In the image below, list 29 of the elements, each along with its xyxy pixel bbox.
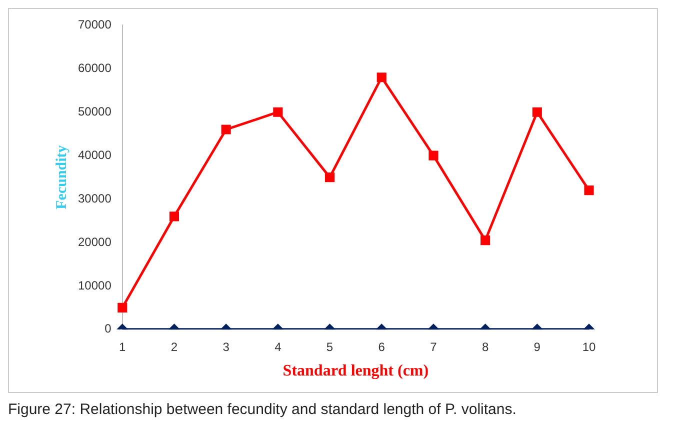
- y-tick-label: 50000: [78, 104, 112, 118]
- y-tick-label: 30000: [78, 191, 112, 206]
- y-tick-label: 10000: [78, 278, 112, 292]
- y-axis-title: Fecundity: [54, 144, 70, 210]
- y-tick-label: 0: [104, 322, 112, 336]
- x-axis-title: Standard lenght (cm): [282, 362, 429, 380]
- y-tick-label: 60000: [78, 60, 112, 75]
- x-tick-label: 4: [274, 340, 282, 354]
- x-tick-label: 5: [326, 340, 334, 354]
- y-tick-label: 70000: [78, 18, 112, 32]
- x-tick-label: 8: [482, 340, 489, 354]
- y-tick-label: 20000: [78, 234, 112, 249]
- point: [324, 172, 335, 182]
- point: [532, 107, 542, 117]
- x-tick-label: 2: [170, 340, 178, 354]
- y-tick-label: 40000: [78, 148, 112, 162]
- point: [428, 150, 438, 160]
- x-tick-label: 7: [430, 340, 438, 354]
- point: [376, 72, 386, 82]
- x-tick-label: 1: [119, 340, 126, 354]
- x-tick-label: 10: [582, 340, 596, 354]
- point: [221, 124, 231, 134]
- point: [584, 186, 594, 196]
- point: [273, 107, 283, 117]
- point: [169, 212, 180, 222]
- x-tick-label: 9: [534, 340, 541, 354]
- caption: Figure 27: Relationship between fecundity and standard length of P. volitans.: [8, 401, 518, 418]
- x-tick-label: 3: [222, 340, 230, 354]
- x-tick-label: 6: [378, 340, 386, 354]
